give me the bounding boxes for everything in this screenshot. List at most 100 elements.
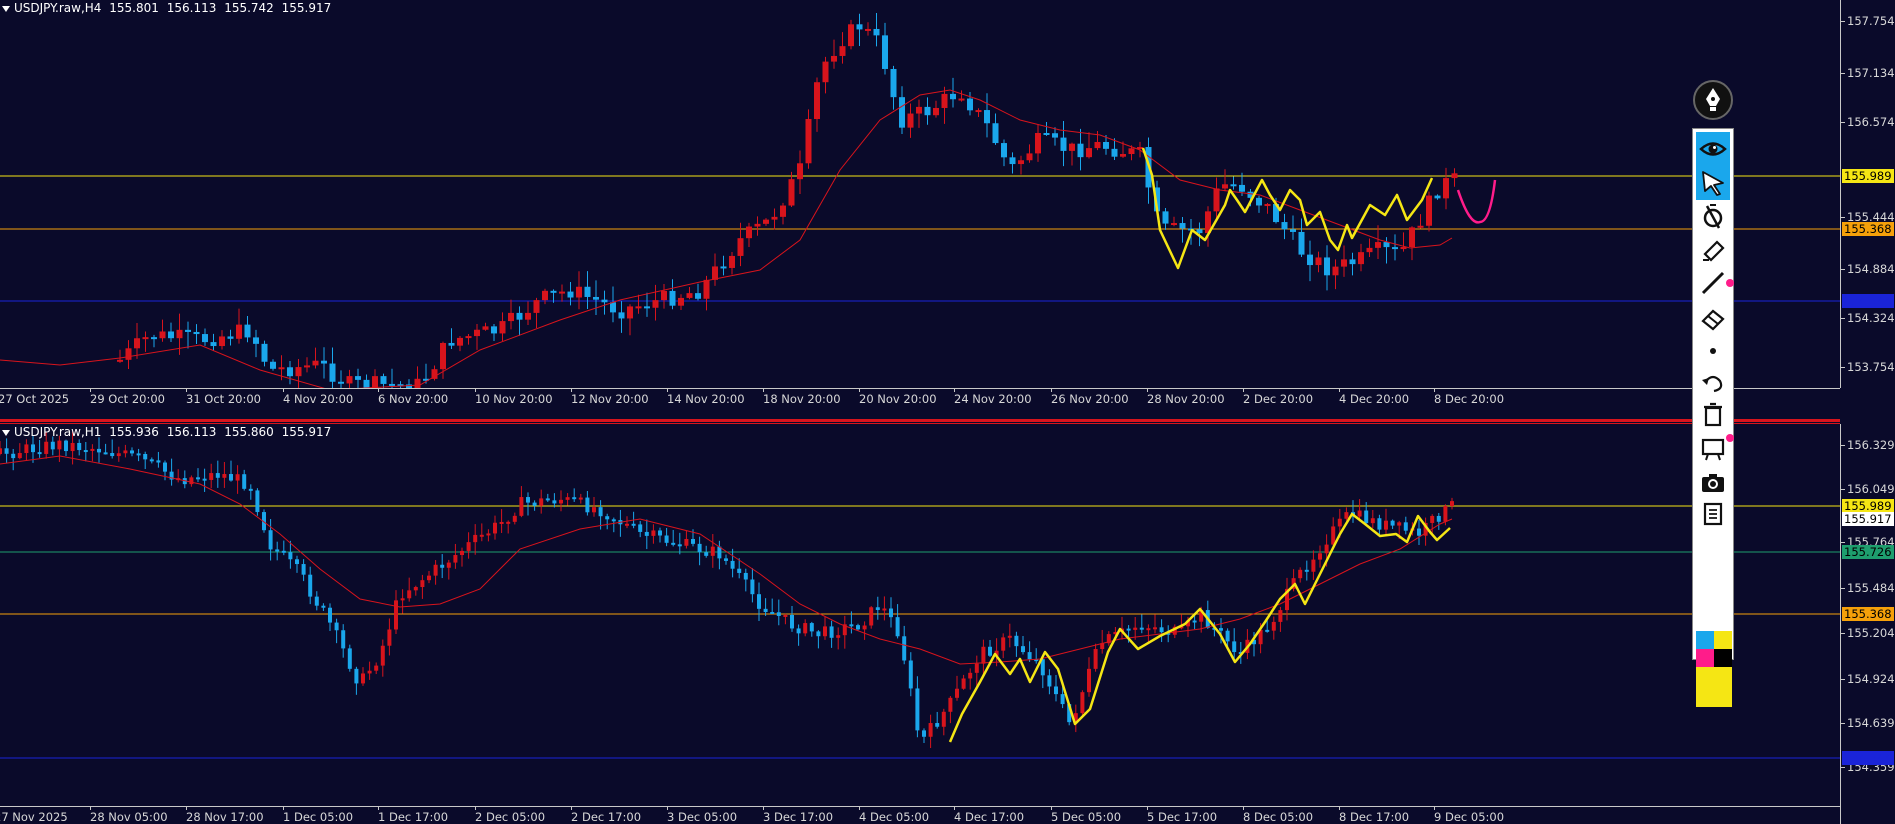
h4-candle-body — [1230, 184, 1237, 187]
h4-candle-body — [873, 28, 880, 36]
h4-candle-body — [185, 329, 191, 332]
h1-candle-body — [895, 617, 900, 637]
h1-time-axis[interactable]: 27 Nov 2025 28 Nov 05:00 28 Nov 17:00 1 Dec… — [0, 806, 1840, 824]
h4-projection-curve[interactable] — [1456, 179, 1497, 224]
h4-candle-body — [414, 378, 421, 388]
h4-candle-body — [1307, 254, 1313, 266]
h4-chart-canvas[interactable] — [0, 0, 1840, 388]
h4-candle-body — [525, 312, 531, 320]
undo-button[interactable] — [1696, 366, 1730, 400]
h1-candle-body — [77, 442, 82, 451]
h1-candle-body — [473, 534, 478, 543]
h1-chart-canvas[interactable] — [0, 424, 1840, 806]
h1-candle-body — [499, 521, 504, 524]
h1-candle-body — [717, 546, 722, 559]
h1-candle-body — [1054, 686, 1058, 695]
color-swatch[interactable] — [1696, 667, 1714, 707]
h4-candle-body — [1273, 204, 1279, 223]
h1-time-label: 8 Dec 17:00 — [1339, 806, 1410, 824]
trash-button[interactable] — [1696, 397, 1730, 431]
pen-menu-button[interactable] — [1693, 80, 1733, 120]
h1-candle-body — [1007, 635, 1012, 638]
color-swatch[interactable] — [1714, 667, 1732, 707]
panel-separator[interactable] — [0, 406, 1840, 424]
h1-time-label: 9 Dec 05:00 — [1434, 806, 1505, 824]
h1-candle-body — [974, 663, 979, 673]
h4-price-axis[interactable]: 157.754 157.134 156.574 155.444 154.884 154.3… — [1840, 0, 1895, 388]
h4-candle-body — [253, 337, 259, 344]
h4-chart-panel[interactable]: USDJPY.raw,H4 155.801 156.113 155.742 15… — [0, 0, 1840, 388]
h4-candle-body — [219, 336, 225, 347]
h1-candle-body — [961, 678, 966, 689]
h4-time-label: 6 Nov 20:00 — [378, 388, 449, 406]
h4-candle-body — [848, 24, 854, 47]
h1-candle-body — [1278, 610, 1283, 622]
highlighter-icon — [1703, 240, 1725, 262]
h1-candle-body — [123, 450, 128, 454]
h1-chart-panel[interactable]: USDJPY.raw,H1 155.936 156.113 155.860 15… — [0, 424, 1840, 824]
h4-candle-body — [533, 300, 540, 313]
h4-candle-body — [1179, 223, 1186, 229]
board-button[interactable] — [1696, 432, 1730, 466]
color-swatch[interactable] — [1696, 649, 1714, 667]
eraser-button[interactable] — [1696, 300, 1730, 334]
camera-button[interactable] — [1696, 466, 1730, 500]
h4-candle-body — [1451, 173, 1458, 179]
h4-time-label: 29 Oct 20:00 — [90, 388, 165, 406]
h1-candle-body — [684, 538, 689, 546]
h1-candle-body — [915, 688, 920, 731]
h4-candle-body — [865, 28, 871, 31]
h4-time-axis[interactable]: 27 Oct 2025 29 Oct 20:00 31 Oct 20:00 4 Nov… — [0, 388, 1840, 407]
h1-wave-pattern[interactable] — [948, 512, 1451, 743]
h1-candle-body — [994, 650, 999, 656]
h4-candle-body — [482, 326, 489, 330]
h1-candle-body — [347, 648, 352, 669]
cursor-arrow-button[interactable] — [1696, 166, 1730, 200]
eye-button[interactable] — [1696, 132, 1730, 166]
h4-candle-body — [1281, 222, 1288, 230]
h4-price-tag: 155.989 — [1842, 169, 1894, 183]
h4-candle-body — [831, 55, 837, 62]
dot-size-button[interactable] — [1696, 334, 1730, 368]
h4-price-tick: 155.444 — [1841, 210, 1895, 224]
h1-candle-body — [644, 531, 649, 536]
collapse-triangle-icon[interactable] — [2, 5, 10, 12]
h4-candle-body — [1358, 252, 1364, 265]
h1-candle-body — [605, 516, 610, 520]
h1-candle-body — [1087, 668, 1091, 693]
line-tool-icon — [1701, 271, 1725, 295]
h4-candle-body — [984, 110, 990, 124]
h1-candle-body — [677, 544, 682, 547]
h4-candle-body — [746, 226, 752, 239]
h1-candle-body — [592, 507, 596, 513]
magnet-button[interactable] — [1696, 199, 1730, 233]
h1-time-label: 2 Dec 05:00 — [475, 806, 546, 824]
h1-candle-body — [1291, 578, 1296, 589]
h1-candle-body — [169, 471, 174, 480]
h1-candle-body — [1192, 620, 1197, 623]
h1-low-value: 155.860 — [224, 425, 274, 439]
h1-candle-body — [889, 608, 893, 618]
h1-price-axis[interactable]: 156.329 156.049 155.764 155.484 155.204 154.9… — [1840, 424, 1895, 824]
h1-candle-body — [189, 477, 194, 485]
h4-time-label: 10 Nov 20:00 — [475, 388, 553, 406]
collapse-triangle-icon[interactable] — [2, 429, 10, 436]
h4-candle-body — [712, 266, 718, 280]
h1-candle-body — [704, 552, 709, 556]
color-swatch[interactable] — [1696, 631, 1714, 649]
h1-price-tag: 155.726 — [1842, 545, 1894, 559]
h1-candle-body — [1100, 643, 1105, 650]
h1-candle-body — [1073, 713, 1078, 723]
h4-candle-body — [890, 68, 897, 98]
color-swatch[interactable] — [1714, 649, 1732, 667]
highlighter-button[interactable] — [1696, 233, 1730, 267]
h4-wave-pattern[interactable] — [1141, 147, 1434, 270]
h4-candle-body — [1077, 143, 1084, 158]
h4-candle-body — [1417, 225, 1424, 228]
h1-candle-body — [532, 502, 537, 506]
h1-candle-body — [407, 590, 412, 599]
clipboard-button[interactable] — [1696, 496, 1730, 530]
indicator-dot — [1726, 279, 1734, 287]
color-swatch[interactable] — [1714, 631, 1732, 649]
line-tool-button[interactable] — [1696, 266, 1730, 300]
